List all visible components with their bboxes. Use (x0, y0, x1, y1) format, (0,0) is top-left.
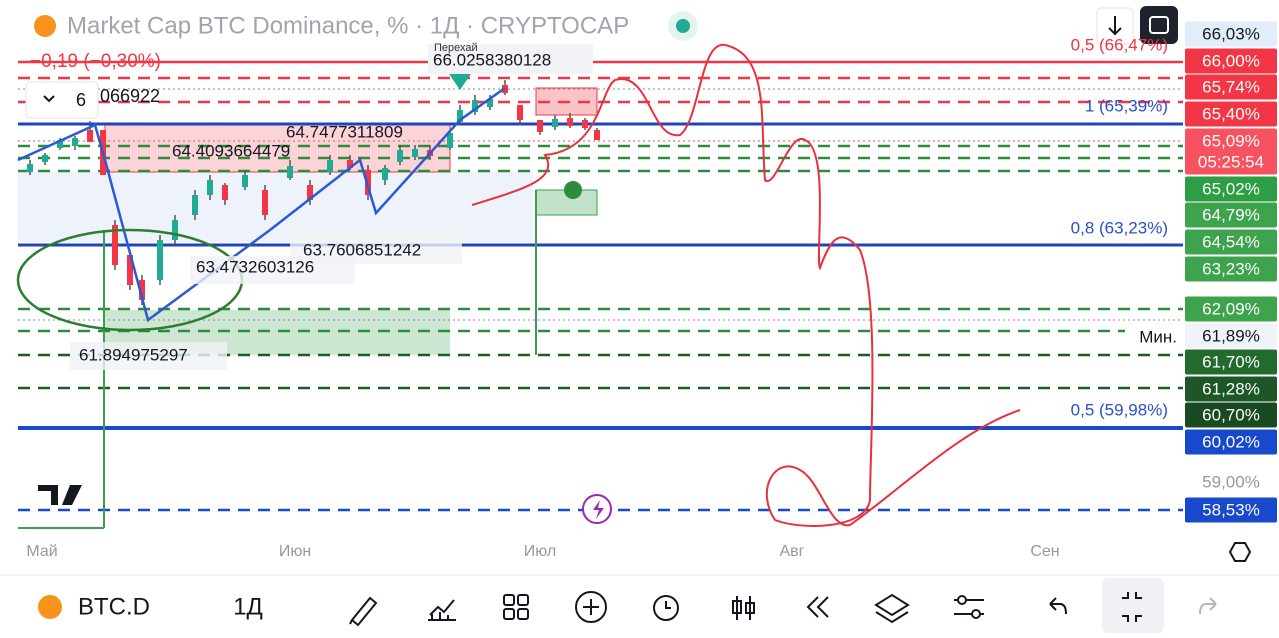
price-label: 60,02% (1202, 432, 1260, 451)
toolbar-symbol[interactable]: BTC.D (78, 593, 150, 620)
time-label: Июн (279, 543, 311, 560)
high-caption: Перехай (434, 42, 478, 54)
price-label: 61,89% (1202, 326, 1260, 345)
min-label: Мин. (1139, 327, 1177, 346)
price-label: 65,02% (1202, 179, 1260, 198)
price-change: −0,19 (−0,30%) (30, 51, 161, 72)
time-label: Авг (779, 543, 804, 560)
price-label: 66,03% (1202, 24, 1260, 43)
time-label: Май (26, 543, 57, 560)
price-badge (1185, 74, 1277, 100)
price-badge (1185, 429, 1277, 455)
price-badge (1185, 149, 1277, 175)
price-badge (1185, 202, 1277, 228)
fib-label: 1 (65,39%) (1085, 96, 1168, 115)
time-label: Сен (1030, 543, 1059, 560)
fib-label: 0,5 (59,98%) (1071, 400, 1168, 419)
time-label: Июл (524, 543, 556, 560)
zigzag (17, 86, 506, 323)
price-badge (1185, 128, 1277, 154)
price-label: 64,54% (1202, 232, 1260, 251)
level-label: 63.7606851242 (303, 240, 421, 259)
tv-logo (38, 485, 82, 505)
price-label: 58,53% (1202, 500, 1260, 519)
btc-icon (38, 595, 62, 619)
price-label: 59,00% (1202, 472, 1260, 491)
low-label: 61.894975297 (79, 345, 188, 364)
price-label: 66,00% (1202, 51, 1260, 70)
price-badge (1185, 497, 1277, 523)
price-label: 61,28% (1202, 379, 1260, 398)
price-badge (1185, 21, 1277, 47)
toolbar-interval[interactable]: 1Д (233, 593, 263, 620)
freehand-forecast (471, 43, 1021, 527)
fib-label: 0,8 (63,23%) (1071, 218, 1168, 237)
label-bg (70, 342, 227, 370)
price-label: 63,23% (1202, 259, 1260, 278)
settings-icon[interactable] (1228, 542, 1252, 562)
alert-icon (564, 181, 582, 199)
level-label: 64.7477311809 (286, 122, 403, 141)
label-bg (428, 44, 593, 74)
price-badge (1185, 176, 1277, 202)
price-badge (1185, 229, 1277, 255)
price-badge (1185, 101, 1277, 127)
screenshot-button[interactable] (1140, 6, 1178, 44)
price-label: 62,09% (1202, 299, 1260, 318)
price-badge (1185, 376, 1277, 402)
arrow-icon (1108, 16, 1122, 36)
label-bg (190, 256, 355, 284)
redo-icon[interactable] (1199, 597, 1217, 615)
price-badge (1185, 402, 1277, 428)
price-badge (1185, 349, 1277, 375)
price-label: 65,40% (1202, 104, 1260, 123)
frame-icon (1149, 16, 1169, 34)
price-label: 65,74% (1202, 77, 1260, 96)
level-label: 64.4093664479 (172, 141, 290, 160)
collapse-icon (1122, 592, 1142, 622)
collapsed-value: 6 (76, 90, 86, 110)
levels (18, 60, 1183, 529)
price-badge (1185, 323, 1277, 349)
price-badge (1185, 296, 1277, 322)
price-label: 65,09% (1202, 131, 1260, 150)
price-label: 05:25:54 (1198, 152, 1264, 171)
chevron (43, 95, 55, 103)
level-label: 63.4732603126 (196, 257, 314, 276)
supply-zone (104, 124, 451, 173)
collapse-button[interactable] (25, 81, 99, 119)
btc-icon (34, 15, 56, 37)
price-label: 60,70% (1202, 405, 1260, 424)
label-bg (1125, 325, 1183, 349)
price-badge (1185, 48, 1277, 74)
price-label: 64,79% (1202, 205, 1260, 224)
high-label: 66.0258380128 (433, 50, 551, 69)
hidden-value: 066922 (100, 86, 160, 106)
price-label: 61,70% (1202, 352, 1260, 371)
price-badge (1185, 256, 1277, 282)
bolt (593, 500, 604, 519)
symbol-title: Market Cap BTC Dominance, % · 1Д · CRYPT… (67, 12, 629, 39)
fullscreen-button[interactable] (1102, 578, 1164, 633)
toolbar-icons[interactable] (349, 591, 1067, 627)
price-axis: 66,03% 66,00% 65,74% 65,40% 65,09% 05:25:54 65… (1185, 21, 1277, 523)
market-status (676, 19, 690, 33)
fib-label: 0,5 (66,47%) (1071, 35, 1168, 54)
